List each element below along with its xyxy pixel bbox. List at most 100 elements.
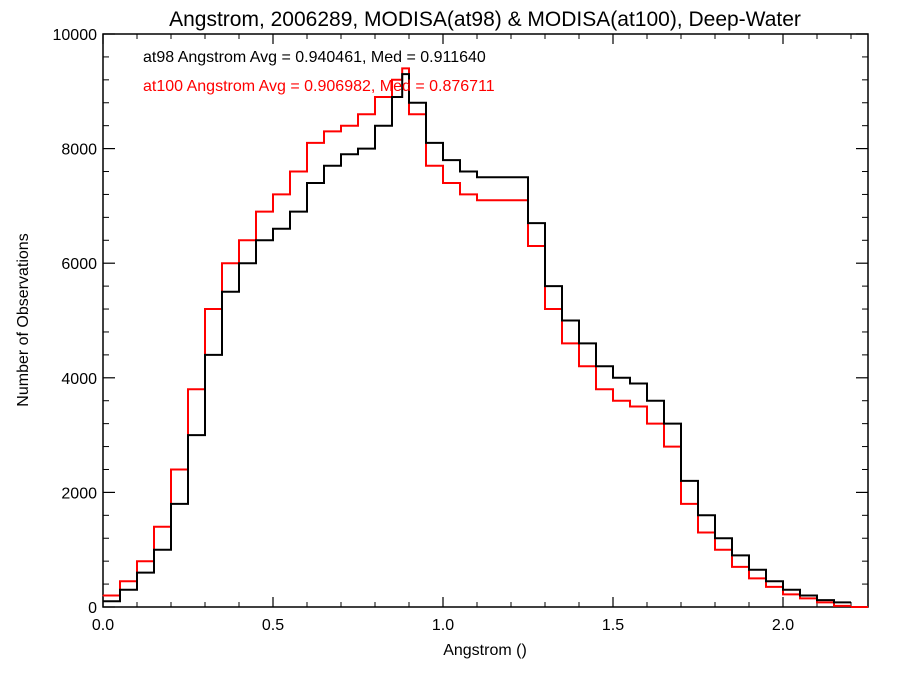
x-tick-label: 1.0 (432, 617, 454, 634)
histogram-series-1 (103, 67, 851, 607)
series-1-bin (425, 165, 427, 167)
series-1-bin (323, 130, 325, 132)
series-1-bin (401, 67, 403, 69)
series-0-bin (289, 211, 291, 213)
series-0-bin (663, 423, 665, 425)
series-0-bin (187, 434, 189, 436)
series-1-bin (748, 577, 750, 579)
series-0-bin (595, 365, 597, 367)
series-1-bin (153, 526, 155, 528)
series-0-bin (714, 537, 716, 539)
chart-title: Angstrom, 2006289, MODISA(at98) & MODISA… (169, 8, 801, 31)
series-0-bin (459, 171, 461, 173)
series-0-bin (544, 285, 546, 287)
series-1-bin (476, 199, 478, 201)
y-tick-label: 4000 (61, 371, 97, 388)
series-group (102, 67, 868, 608)
x-tick-label: 0.0 (92, 617, 114, 634)
series-1-bin (272, 193, 274, 195)
series-1-bin (493, 199, 495, 201)
series-1-bin (442, 182, 444, 184)
y-tick-label: 2000 (61, 485, 97, 502)
series-0-bin (136, 572, 138, 574)
series-1-bin (306, 142, 308, 144)
series-1-bin (714, 549, 716, 551)
annotation-at100: at100 Angstrom Avg = 0.906982, Med = 0.8… (143, 78, 495, 95)
series-0-bin (442, 159, 444, 161)
x-tick-label: 2.0 (772, 617, 794, 634)
series-0-bin (401, 73, 403, 75)
series-1-bin (408, 113, 410, 115)
series-0-bin (391, 96, 393, 98)
series-0-bin (340, 153, 342, 155)
series-1-bin (391, 79, 393, 81)
series-1-bin (680, 503, 682, 505)
histogram-series-0 (103, 73, 851, 604)
series-0-bin (493, 176, 495, 178)
series-0-bin (204, 354, 206, 356)
series-0-bin (170, 503, 172, 505)
series-1-bin (782, 593, 784, 595)
series-0-bin (561, 320, 563, 321)
series-0-bin (816, 599, 818, 601)
y-tick-label: 10000 (53, 27, 98, 44)
series-1-bin (527, 245, 529, 247)
y-axis: 0 2000 4000 6000 8000 10000 (53, 27, 868, 617)
series-0-bin (731, 554, 733, 556)
series-1-bin (204, 308, 206, 310)
series-1-bin (697, 532, 699, 534)
series-1-bin (357, 113, 359, 115)
series-0-bin (799, 595, 801, 597)
y-tick-label: 0 (88, 600, 97, 617)
series-1-bin (731, 566, 733, 568)
annotation-at98: at98 Angstrom Avg = 0.940461, Med = 0.91… (143, 49, 486, 66)
series-0-bin (255, 239, 257, 241)
series-0-bin (697, 514, 699, 516)
series-0-bin (527, 222, 529, 224)
series-1-bin (459, 193, 461, 195)
y-axis-label: Number of Observations (15, 233, 32, 406)
series-0-bin (833, 601, 835, 603)
series-1-bin (255, 211, 257, 213)
series-0-bin (272, 228, 274, 230)
series-0-bin (425, 142, 427, 144)
series-1-bin (187, 388, 189, 390)
series-0-bin (680, 480, 682, 482)
x-tick-label: 0.5 (262, 617, 284, 634)
series-1-bin (136, 560, 138, 562)
series-1-bin (663, 446, 665, 448)
series-1-bin (340, 125, 342, 127)
series-0-bin (323, 165, 325, 167)
plot-frame (102, 33, 869, 608)
series-1-bin (119, 580, 121, 582)
x-tick-label: 1.5 (602, 617, 624, 634)
series-1-bin (765, 586, 767, 588)
series-1-bin (561, 342, 563, 344)
series-0-bin (238, 262, 240, 264)
series-0-bin (629, 383, 631, 385)
series-0-bin (578, 342, 580, 344)
series-1-bin (646, 423, 648, 425)
series-1-bin (374, 96, 376, 98)
x-axis-label: Angstrom () (443, 642, 527, 659)
series-0-bin (748, 569, 750, 571)
series-0-bin (221, 291, 223, 293)
series-1-bin (289, 171, 291, 173)
series-1-bin (238, 239, 240, 241)
x-axis: 0.0 0.5 1.0 1.5 2.0 (92, 34, 852, 634)
series-0-bin (646, 400, 648, 402)
series-1-bin (816, 601, 818, 603)
series-1-bin (833, 605, 835, 607)
series-0-bin (782, 589, 784, 591)
y-tick-label: 6000 (61, 256, 97, 273)
series-1-bin (595, 388, 597, 390)
series-0-bin (357, 148, 359, 150)
series-1-bin (510, 199, 512, 201)
series-0-bin (612, 377, 614, 379)
series-0-bin (510, 176, 512, 178)
series-1-bin (629, 405, 631, 407)
series-0-bin (374, 125, 376, 127)
series-1-bin (578, 365, 580, 367)
series-0-bin (408, 102, 410, 104)
